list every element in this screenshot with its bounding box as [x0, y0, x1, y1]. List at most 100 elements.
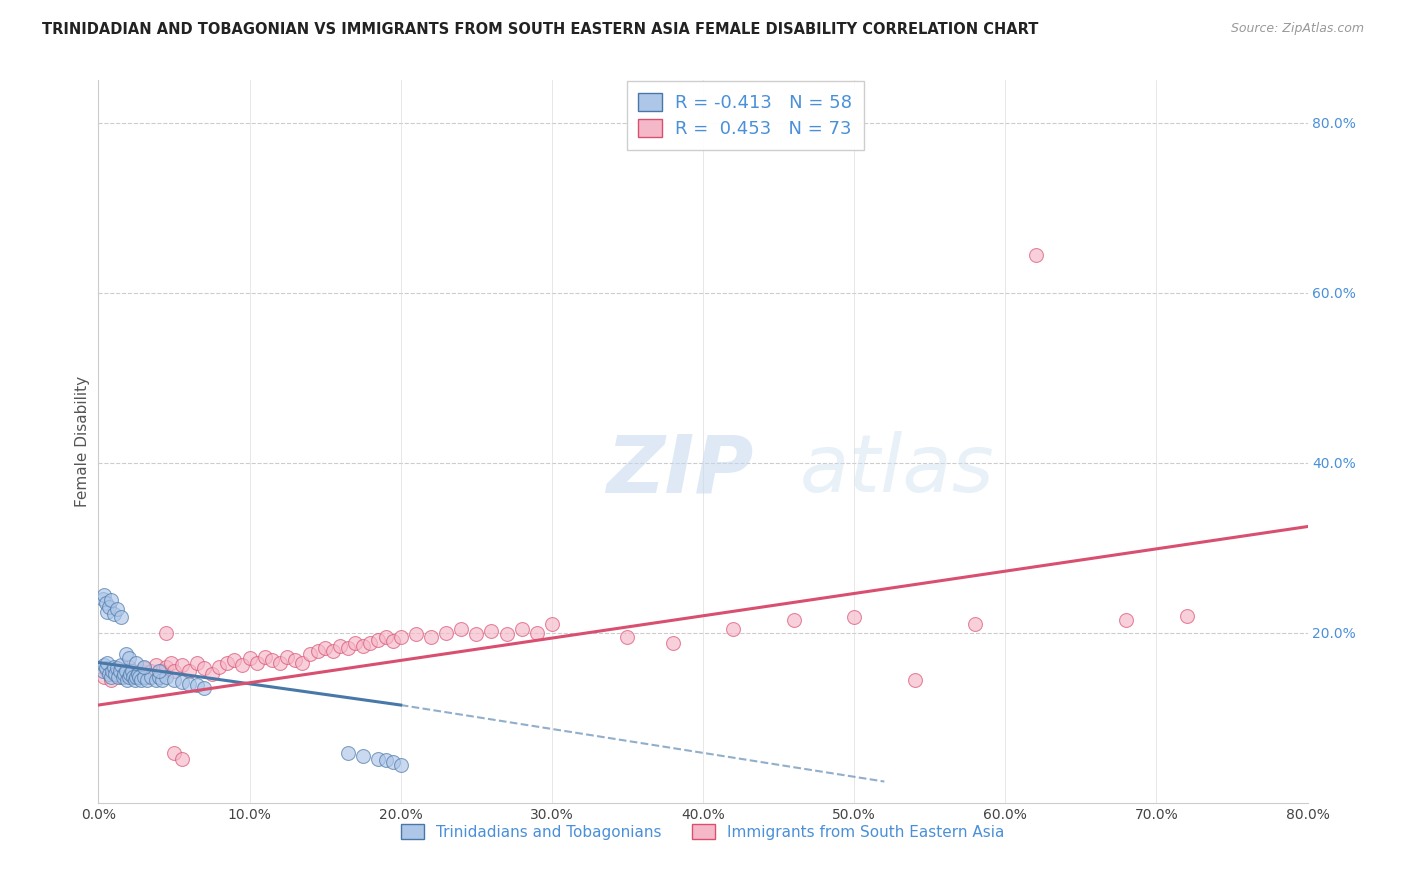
Point: [367, 632, 389, 647]
Point: [276, 649, 298, 664]
Point: [170, 675, 193, 690]
Point: [125, 656, 148, 670]
Text: ZIP: ZIP: [606, 432, 754, 509]
Point: [186, 656, 208, 670]
Point: [904, 673, 927, 687]
Point: [120, 666, 142, 681]
Point: [1175, 608, 1198, 623]
Point: [129, 664, 152, 678]
Point: [145, 673, 167, 687]
Legend: Trinidadians and Tobagonians, Immigrants from South Eastern Asia: Trinidadians and Tobagonians, Immigrants…: [395, 818, 1011, 846]
Point: [284, 653, 307, 667]
Point: [186, 678, 208, 692]
Point: [322, 644, 344, 658]
Point: [127, 666, 149, 681]
Point: [100, 670, 122, 684]
Point: [155, 625, 177, 640]
Point: [125, 670, 148, 684]
Point: [367, 751, 389, 765]
Point: [224, 653, 246, 667]
Point: [352, 749, 374, 764]
Point: [112, 666, 135, 681]
Point: [510, 622, 533, 636]
Point: [150, 664, 173, 678]
Point: [420, 630, 443, 644]
Point: [450, 622, 472, 636]
Point: [329, 639, 352, 653]
Point: [344, 636, 367, 650]
Point: [193, 661, 215, 675]
Point: [481, 624, 503, 639]
Point: [405, 627, 427, 641]
Point: [299, 647, 322, 661]
Point: [844, 610, 866, 624]
Point: [170, 751, 193, 765]
Point: [100, 673, 122, 687]
Point: [262, 653, 284, 667]
Point: [360, 636, 382, 650]
Point: [336, 641, 359, 656]
Point: [314, 641, 336, 656]
Point: [148, 664, 170, 678]
Point: [291, 656, 314, 670]
Point: [96, 656, 118, 670]
Point: [231, 658, 253, 673]
Point: [104, 666, 127, 681]
Point: [145, 658, 167, 673]
Text: Source: ZipAtlas.com: Source: ZipAtlas.com: [1230, 22, 1364, 36]
Point: [128, 670, 150, 684]
Point: [105, 661, 128, 675]
Point: [121, 666, 143, 681]
Point: [382, 634, 405, 648]
Point: [170, 658, 193, 673]
Point: [96, 664, 118, 678]
Point: [374, 753, 396, 767]
Point: [100, 593, 122, 607]
Point: [783, 613, 806, 627]
Point: [141, 664, 163, 678]
Point: [389, 757, 412, 772]
Point: [91, 664, 114, 678]
Point: [91, 591, 114, 606]
Point: [160, 656, 183, 670]
Point: [179, 677, 201, 691]
Point: [105, 602, 128, 616]
Point: [118, 660, 141, 674]
Point: [98, 666, 121, 681]
Point: [105, 661, 128, 675]
Point: [94, 596, 117, 610]
Point: [93, 658, 115, 673]
Point: [110, 658, 132, 673]
Point: [253, 649, 276, 664]
Point: [307, 644, 329, 658]
Text: TRINIDADIAN AND TOBAGONIAN VS IMMIGRANTS FROM SOUTH EASTERN ASIA FEMALE DISABILI: TRINIDADIAN AND TOBAGONIAN VS IMMIGRANTS…: [42, 22, 1039, 37]
Point: [132, 660, 155, 674]
Point: [103, 607, 125, 621]
Point: [1115, 613, 1137, 627]
Point: [239, 651, 262, 665]
Point: [1024, 247, 1046, 261]
Point: [374, 630, 396, 644]
Point: [163, 664, 186, 678]
Point: [150, 673, 173, 687]
Point: [965, 617, 987, 632]
Point: [114, 664, 136, 678]
Point: [148, 670, 170, 684]
Point: [101, 664, 124, 678]
Point: [125, 670, 148, 684]
Point: [723, 622, 745, 636]
Point: [135, 673, 157, 687]
Point: [114, 647, 136, 661]
Point: [94, 661, 117, 675]
Point: [193, 681, 215, 695]
Point: [495, 627, 517, 641]
Point: [163, 673, 186, 687]
Point: [465, 627, 488, 641]
Point: [389, 630, 412, 644]
Point: [540, 617, 562, 632]
Point: [141, 670, 163, 684]
Point: [661, 636, 683, 650]
Point: [434, 625, 457, 640]
Point: [132, 670, 155, 684]
Point: [163, 747, 186, 761]
